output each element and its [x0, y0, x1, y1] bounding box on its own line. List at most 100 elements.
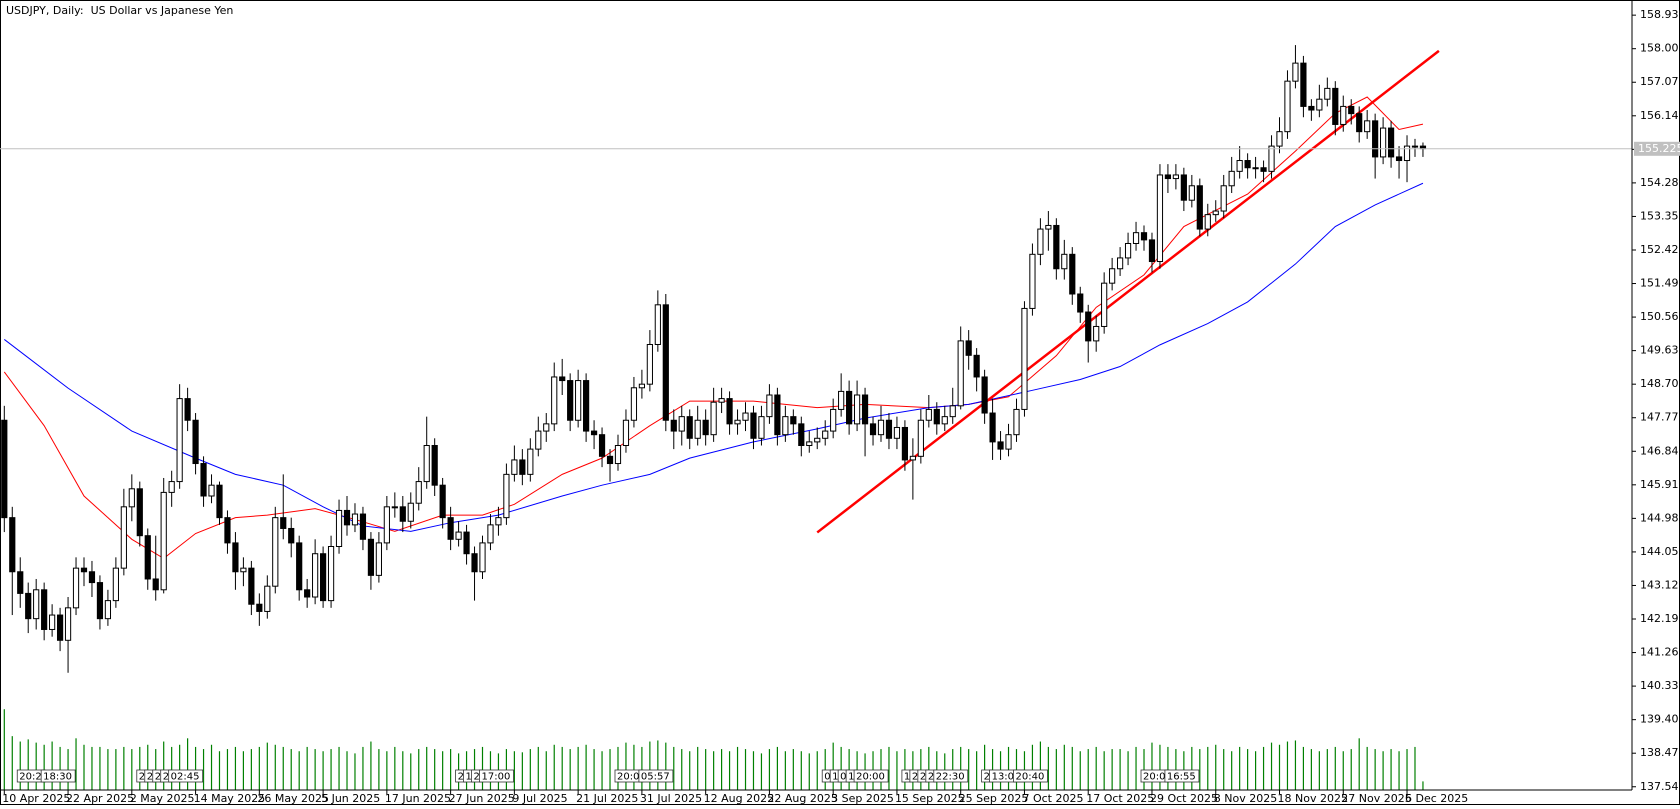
candle-body [1124, 242, 1132, 259]
candle-body [973, 354, 980, 378]
candle-body [535, 430, 542, 450]
event-label: 2 [912, 772, 918, 783]
x-tick-label: 10 Apr 2025 [2, 792, 70, 805]
event-box [933, 769, 969, 783]
x-tick-label: 27 Jun 2025 [449, 792, 515, 805]
candle-body [184, 398, 191, 421]
event-label: 1 [848, 772, 854, 783]
y-tick-label: 152.420 [1640, 243, 1680, 256]
candle-body [1005, 434, 1012, 450]
x-tick-label: 17 Oct 2025 [1086, 792, 1154, 805]
candle-body [1387, 127, 1395, 158]
y-tick-label: 144.980 [1640, 511, 1680, 524]
event-box [853, 769, 889, 783]
candle-body [112, 567, 119, 602]
y-tick-label: 139.400 [1640, 713, 1680, 726]
candle-body [1093, 325, 1100, 342]
x-tick-label: 6 Dec 2025 [1405, 792, 1468, 805]
y-tick-label: 141.260 [1640, 646, 1680, 659]
candle-body [702, 419, 709, 436]
chart-title: USDJPY, Daily: US Dollar vs Japanese Yen [6, 4, 233, 17]
candle-body [1372, 120, 1379, 158]
x-tick-label: 3 Sep 2025 [831, 792, 894, 805]
candle-body [327, 546, 335, 602]
candle-body [1, 419, 8, 519]
x-tick-label: 22 Apr 2025 [66, 792, 134, 805]
candle-body [519, 459, 526, 475]
candle-body [160, 491, 167, 591]
event-label: 17:00 [482, 772, 511, 783]
candle-body [383, 506, 390, 544]
candle-body [176, 398, 183, 483]
candle-body [758, 416, 765, 439]
candle-body [853, 394, 861, 425]
y-tick-label: 151.490 [1640, 277, 1680, 290]
y-tick-label: 148.700 [1640, 377, 1680, 390]
candle-body [407, 502, 414, 522]
event-box [1164, 769, 1200, 783]
y-tick-label: 153.350 [1640, 209, 1680, 222]
candle-body [1148, 239, 1156, 263]
candle-body [1212, 210, 1219, 216]
candle-body [1085, 311, 1092, 342]
candle-body [1284, 80, 1291, 133]
candle-body [56, 614, 64, 641]
candle-body [41, 589, 48, 630]
candle-body [1316, 98, 1323, 111]
candle-body [662, 304, 669, 421]
candle-body [168, 481, 175, 493]
event-label: 18:30 [43, 772, 72, 783]
candle-body [1348, 105, 1355, 115]
candle-body [1061, 253, 1068, 270]
candle-body [1228, 170, 1235, 187]
candle-body [590, 430, 598, 436]
candle-body [423, 445, 430, 483]
candle-body [288, 527, 295, 544]
candle-body [1053, 224, 1060, 270]
candle-body [120, 506, 127, 569]
x-tick-label: 21 Jul 2025 [576, 792, 638, 805]
x-tick-label: 26 May 2025 [257, 792, 329, 805]
candle-body [1276, 131, 1283, 147]
candle-body [670, 419, 677, 432]
candle-body [1220, 185, 1227, 212]
event-label: 13:00 [992, 772, 1021, 783]
candle-body [527, 448, 534, 475]
candle-body [1308, 105, 1315, 111]
event-label: 1 [466, 772, 472, 783]
current-price-box [1634, 141, 1680, 156]
event-label: 1 [832, 772, 838, 783]
y-tick-label: 158.000 [1640, 42, 1680, 55]
candle-body [1364, 120, 1371, 133]
candle-body [1037, 228, 1044, 255]
candle-body [320, 553, 327, 602]
candle-body [272, 517, 279, 587]
candle-body [1077, 293, 1084, 313]
candle-body [1021, 307, 1028, 410]
candle-body [248, 567, 255, 605]
candle-body [782, 416, 789, 436]
candle-body [1069, 253, 1076, 295]
x-tick-label: 5 Jun 2025 [321, 792, 380, 805]
y-tick-label: 142.190 [1640, 612, 1680, 625]
candle-body [136, 488, 143, 537]
candle-body [391, 506, 398, 509]
event-box [168, 769, 204, 783]
candle-body [965, 340, 972, 356]
event-label: 22:30 [936, 772, 965, 783]
candle-body [949, 405, 956, 418]
candle-body [1117, 257, 1124, 270]
candle-body [1332, 87, 1339, 125]
candle-body [1156, 174, 1164, 263]
candle-body [925, 408, 932, 421]
y-tick-label: 154.280 [1640, 176, 1680, 189]
event-box [638, 769, 674, 783]
event-label: 0 [840, 772, 846, 783]
x-tick-label: 25 Sep 2025 [959, 792, 1029, 805]
event-label: 20:2 [19, 772, 41, 783]
event-box [1013, 769, 1048, 783]
candle-body [1403, 145, 1411, 162]
candle-body [1101, 282, 1108, 327]
candle-body [17, 571, 24, 594]
